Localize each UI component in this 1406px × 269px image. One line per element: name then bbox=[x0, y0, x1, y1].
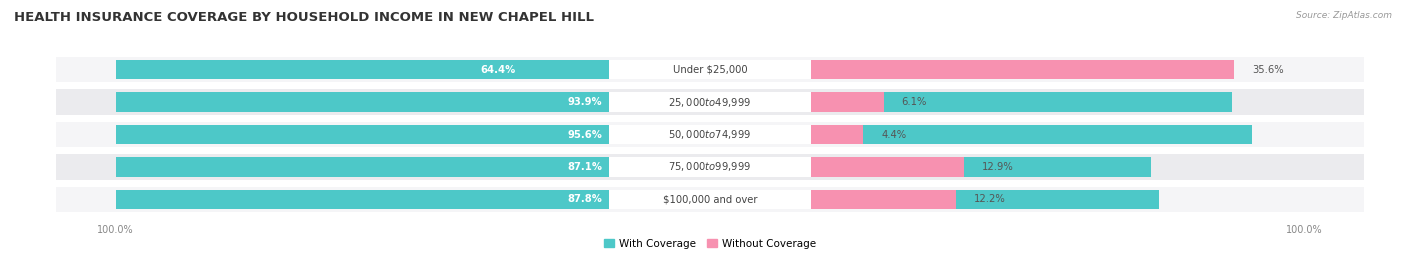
Text: Under $25,000: Under $25,000 bbox=[672, 65, 748, 75]
Text: 4.4%: 4.4% bbox=[882, 129, 907, 140]
Bar bbox=[609, 190, 811, 209]
Text: 95.6%: 95.6% bbox=[568, 129, 603, 140]
Text: 6.1%: 6.1% bbox=[901, 97, 927, 107]
Bar bbox=[609, 157, 811, 177]
Bar bbox=[115, 60, 882, 79]
Bar bbox=[56, 187, 1364, 212]
Legend: With Coverage, Without Coverage: With Coverage, Without Coverage bbox=[599, 235, 821, 253]
Bar bbox=[609, 92, 811, 112]
Text: HEALTH INSURANCE COVERAGE BY HOUSEHOLD INCOME IN NEW CHAPEL HILL: HEALTH INSURANCE COVERAGE BY HOUSEHOLD I… bbox=[14, 11, 595, 24]
Text: 12.2%: 12.2% bbox=[974, 194, 1005, 204]
Bar bbox=[56, 57, 1364, 82]
Bar bbox=[115, 92, 1232, 112]
Text: $50,000 to $74,999: $50,000 to $74,999 bbox=[668, 128, 752, 141]
Bar bbox=[115, 190, 1160, 209]
Bar bbox=[56, 89, 1364, 115]
Bar bbox=[811, 60, 1234, 79]
Bar bbox=[811, 92, 883, 112]
Text: 93.9%: 93.9% bbox=[568, 97, 603, 107]
Bar bbox=[56, 154, 1364, 180]
Text: 87.8%: 87.8% bbox=[568, 194, 603, 204]
Bar bbox=[56, 122, 1364, 147]
Bar bbox=[811, 125, 863, 144]
Text: 35.6%: 35.6% bbox=[1253, 65, 1284, 75]
Bar bbox=[609, 60, 811, 79]
Text: 87.1%: 87.1% bbox=[568, 162, 603, 172]
Text: 64.4%: 64.4% bbox=[481, 65, 516, 75]
Bar bbox=[115, 157, 1152, 177]
Text: Source: ZipAtlas.com: Source: ZipAtlas.com bbox=[1296, 11, 1392, 20]
Text: $100,000 and over: $100,000 and over bbox=[662, 194, 758, 204]
Bar bbox=[115, 125, 1253, 144]
Text: 12.9%: 12.9% bbox=[983, 162, 1014, 172]
Bar bbox=[811, 157, 965, 177]
Text: $25,000 to $49,999: $25,000 to $49,999 bbox=[668, 95, 752, 108]
Text: $75,000 to $99,999: $75,000 to $99,999 bbox=[668, 161, 752, 174]
Bar bbox=[609, 125, 811, 144]
Bar bbox=[811, 190, 956, 209]
